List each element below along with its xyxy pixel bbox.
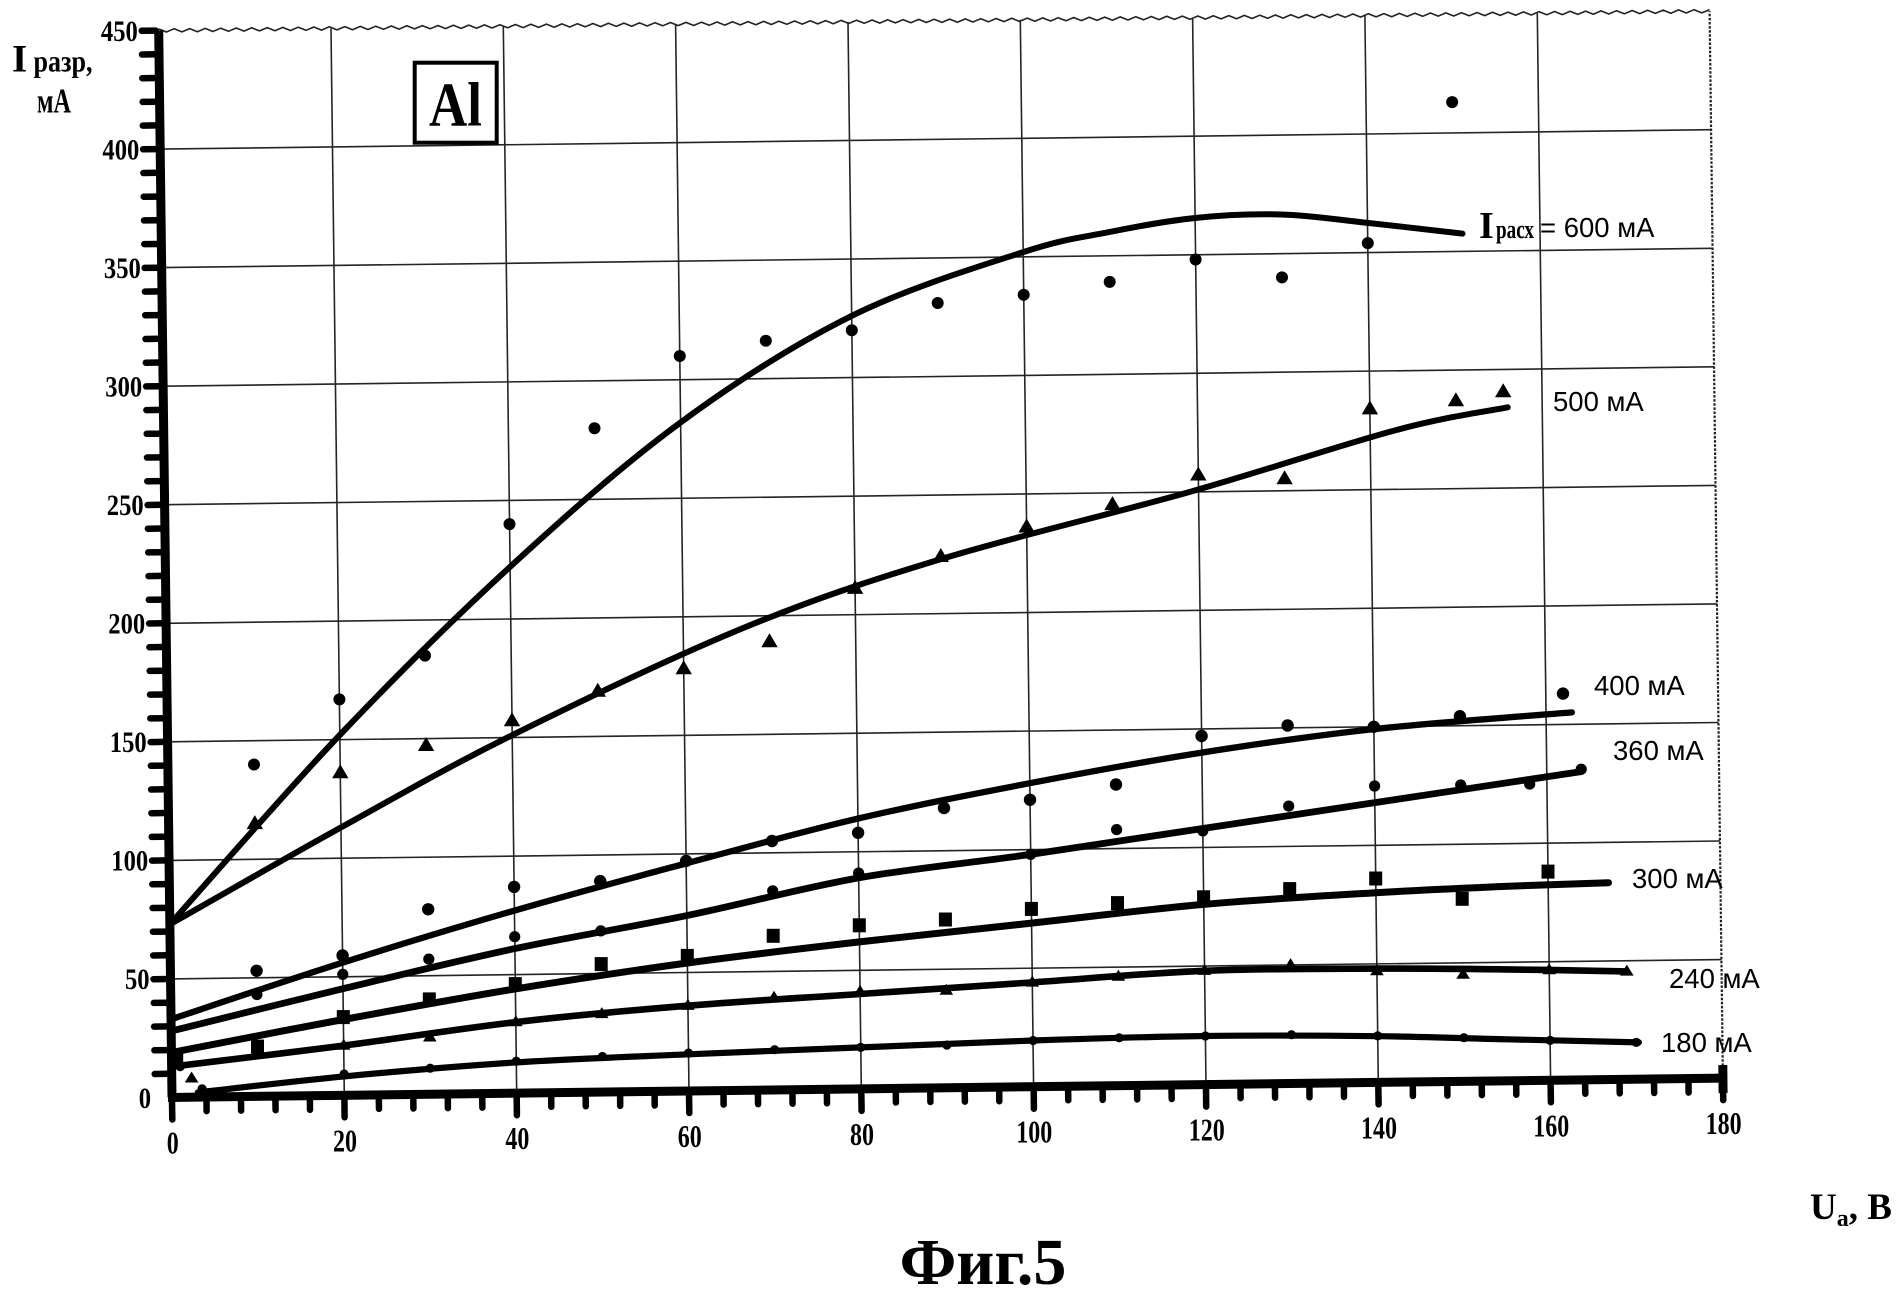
svg-text:200: 200 <box>108 608 145 641</box>
svg-text:разр,: разр, <box>34 44 93 79</box>
svg-text:= 600 мА: = 600 мА <box>1540 212 1655 243</box>
svg-text:300: 300 <box>105 371 142 404</box>
svg-text:160: 160 <box>1533 1107 1569 1143</box>
svg-text:Ua, B: Ua, B <box>1810 1187 1892 1232</box>
svg-text:450: 450 <box>101 15 138 48</box>
svg-text:20: 20 <box>333 1122 357 1158</box>
svg-text:0: 0 <box>139 1082 151 1115</box>
svg-text:300 мА: 300 мА <box>1632 863 1723 894</box>
svg-text:400: 400 <box>102 133 139 166</box>
svg-text:350: 350 <box>104 252 141 285</box>
svg-text:360 мА: 360 мА <box>1613 735 1704 766</box>
svg-text:80: 80 <box>850 1116 874 1152</box>
svg-text:I: I <box>1479 205 1494 247</box>
svg-text:250: 250 <box>107 489 144 522</box>
svg-text:Фиг.5: Фиг.5 <box>900 1226 1067 1291</box>
svg-text:мА: мА <box>37 82 71 121</box>
svg-text:150: 150 <box>110 726 147 759</box>
svg-text:I: I <box>12 38 27 81</box>
svg-text:140: 140 <box>1361 1109 1397 1145</box>
svg-text:50: 50 <box>125 963 150 996</box>
svg-text:60: 60 <box>678 1118 702 1154</box>
svg-text:40: 40 <box>505 1120 529 1156</box>
svg-text:400 мА: 400 мА <box>1594 670 1685 701</box>
svg-text:500 мА: 500 мА <box>1553 386 1644 417</box>
svg-text:180: 180 <box>1706 1105 1742 1141</box>
svg-text:100: 100 <box>1016 1114 1052 1150</box>
svg-text:120: 120 <box>1189 1112 1225 1148</box>
svg-text:100: 100 <box>111 845 148 878</box>
svg-text:0: 0 <box>167 1125 179 1161</box>
svg-text:Al: Al <box>429 72 482 140</box>
svg-text:240 мА: 240 мА <box>1669 963 1760 994</box>
svg-text:расх: расх <box>1496 215 1534 244</box>
svg-text:180 мА: 180 мА <box>1661 1027 1752 1058</box>
